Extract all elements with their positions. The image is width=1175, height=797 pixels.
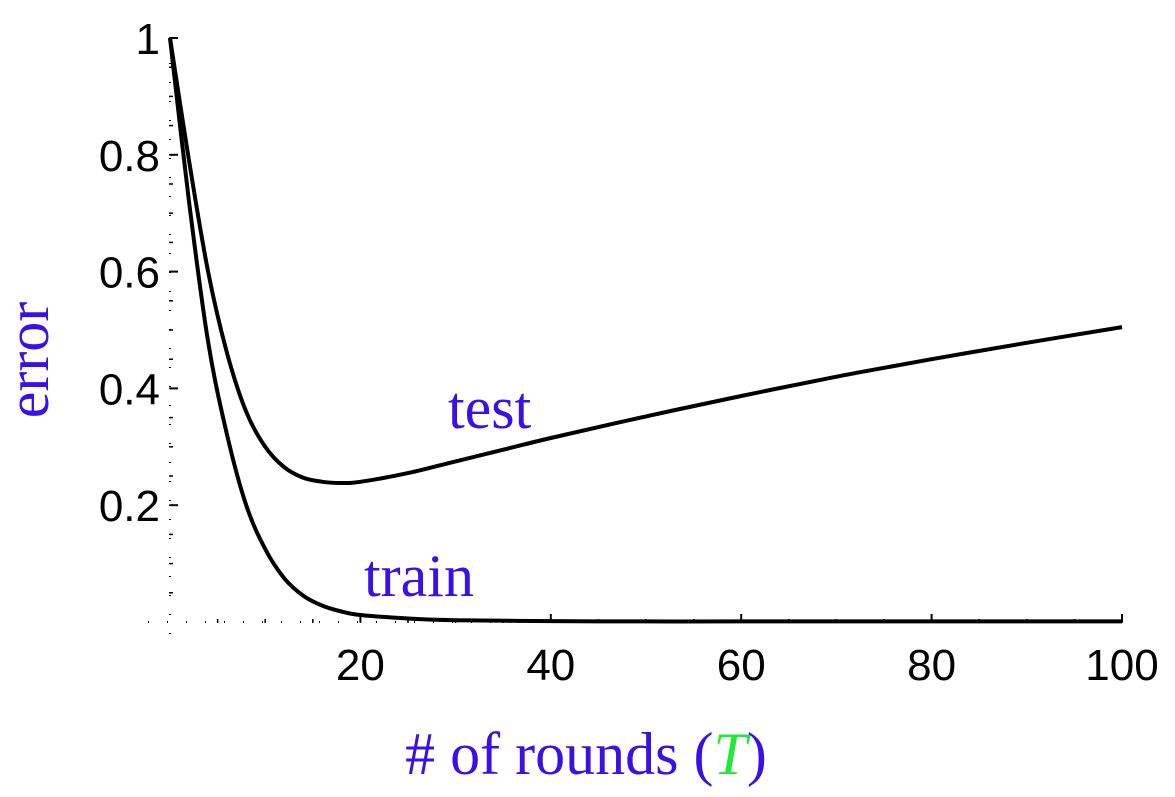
series-test-label: test (448, 375, 532, 441)
series-lines (168, 37, 1123, 624)
x-ticks: 20 40 60 80 100 (336, 614, 1159, 690)
series-test-line (168, 37, 1123, 486)
x-axis-label-prefix: # of rounds ( (405, 721, 713, 787)
x-tick-label: 20 (336, 641, 385, 690)
y-tick-label: 0.4 (99, 365, 160, 414)
y-tick-label: 0.6 (99, 249, 160, 298)
x-axis-label-suffix: ) (747, 721, 767, 787)
series-train-label: train (364, 543, 474, 609)
x-tick-label: 40 (526, 641, 575, 690)
y-minor-ticks (169, 37, 173, 594)
y-ticks: 0.2 0.4 0.6 0.8 1 (99, 15, 178, 531)
y-tick-label: 0.2 (99, 482, 160, 531)
series-train-line (168, 37, 1122, 624)
x-axis-label-variable: T (713, 721, 750, 787)
x-tick-label: 60 (717, 641, 766, 690)
x-tick-label: 100 (1085, 641, 1158, 690)
y-tick-label: 1 (136, 15, 160, 64)
y-axis-label: error (0, 302, 61, 419)
x-tick-label: 80 (907, 641, 956, 690)
x-axis-label: # of rounds (T) (405, 721, 767, 787)
axes: 20 40 60 80 100 0.2 0.4 0.6 0.8 1 (99, 15, 1159, 690)
y-tick-label: 0.8 (99, 132, 160, 181)
